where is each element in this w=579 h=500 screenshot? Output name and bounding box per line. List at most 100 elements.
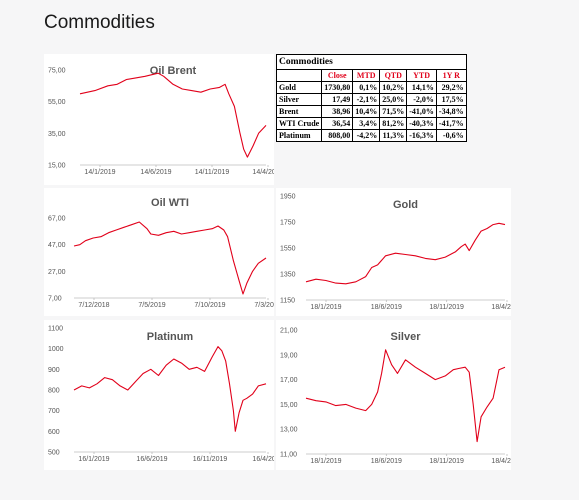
chart-silver: Silver 21,00 19,00 17,00 15,00 13,00 11,00 18/1… (276, 320, 511, 470)
silver-x-tick-label: 18/1/2019 (310, 458, 341, 465)
table-cell: 17,49 (321, 93, 354, 106)
oil-brent-chart-title: Oil Brent (150, 65, 197, 77)
oil-wti-svg: Oil WTI 67,00 47,00 27,00 7,00 7/12/2018 7/5/2… (48, 197, 274, 309)
table-cell: Platinum (275, 129, 323, 142)
table-cell: WTI Crude (275, 117, 323, 130)
table-row: Platinum 808,00 -4,2% 11,3% -16,3% -0,6% (275, 129, 467, 142)
table-cell: 71,5% (379, 105, 408, 118)
table-cell: 81,2% (379, 117, 408, 130)
table-header-cell (275, 69, 323, 82)
silver-x-tick-label: 18/4/2020 (491, 458, 511, 465)
silver-y-tick-label: 15,00 (280, 402, 298, 409)
platinum-x-tick-label: 16/11/2019 (193, 456, 228, 463)
gold-y-tick-label: 1350 (280, 272, 296, 279)
oil-wti-x-tick-label: 7/10/2019 (194, 302, 225, 309)
oil-wti-series-line (73, 221, 267, 295)
chart-platinum: Platinum 1100 1000 900 800 700 600 500 16/1/2019… (44, 320, 274, 470)
table-header-cell: YTD (406, 69, 437, 82)
gold-x-tick-label: 18/4/2020 (491, 304, 511, 311)
oil-brent-x-tick-label: 14/4/2020 (252, 169, 274, 176)
table-row: Brent 38,96 10,4% 71,5% -41,0% -34,8% (275, 105, 467, 118)
gold-x-tick-label: 18/1/2019 (310, 304, 341, 311)
silver-svg: Silver 21,00 19,00 17,00 15,00 13,00 11,00 18/1… (280, 328, 511, 466)
silver-y-tick-label: 21,00 (280, 328, 298, 335)
platinum-y-tick-label: 900 (48, 367, 60, 374)
oil-brent-y-tick-label: 55,00 (48, 99, 66, 106)
gold-y-tick-label: 1750 (280, 220, 296, 227)
page-title: Commodities (44, 12, 155, 33)
table-cell: 25,0% (379, 93, 408, 106)
table-cell: -4,2% (352, 129, 381, 142)
table-cell: -16,3% (406, 129, 437, 142)
oil-wti-chart-title: Oil WTI (151, 197, 189, 209)
table-cell: -40,3% (406, 117, 437, 130)
oil-brent-series-line (79, 72, 267, 158)
table-cell: 14,1% (406, 81, 437, 94)
silver-series-line (305, 349, 506, 443)
platinum-series-line (73, 346, 267, 432)
platinum-chart-title: Platinum (147, 331, 194, 343)
table-cell: -34,8% (435, 105, 467, 118)
table-cell: -2,1% (352, 93, 381, 106)
gold-series-line (305, 222, 506, 285)
platinum-x-tick-label: 16/1/2019 (78, 456, 109, 463)
gold-svg: Gold 1950 1750 1550 1350 1150 18/1/2019 18/6/20… (280, 194, 511, 312)
platinum-x-tick-label: 16/6/2019 (136, 456, 167, 463)
gold-x-tick-label: 18/11/2019 (429, 304, 464, 311)
silver-y-tick-label: 11,00 (280, 452, 297, 459)
chart-oil-brent: Oil Brent 75,00 55,00 35,00 15,00 14/1/2019 14… (44, 54, 274, 185)
table-cell: 10,4% (352, 105, 381, 118)
table-row: Gold 1730,80 0,1% 10,2% 14,1% 29,2% (275, 81, 467, 94)
oil-brent-x-tick-label: 14/11/2019 (195, 169, 230, 176)
gold-y-tick-label: 1950 (280, 194, 296, 201)
chart-oil-wti: Oil WTI 67,00 47,00 27,00 7,00 7/12/2018 7/5/2… (44, 188, 274, 316)
table-row: Silver 17,49 -2,1% 25,0% -2,0% 17,5% (275, 93, 467, 106)
platinum-y-tick-label: 1100 (48, 326, 63, 333)
oil-wti-y-tick-label: 27,00 (48, 269, 66, 276)
gold-chart-title: Gold (393, 199, 418, 211)
oil-wti-y-tick-label: 67,00 (48, 216, 66, 223)
table-cell: 808,00 (321, 129, 354, 142)
silver-x-tick-label: 18/6/2019 (371, 458, 402, 465)
table-cell: 11,3% (379, 129, 408, 142)
oil-brent-x-tick-label: 14/6/2019 (140, 169, 171, 176)
platinum-y-tick-label: 500 (48, 450, 60, 457)
oil-brent-x-tick-label: 14/1/2019 (84, 169, 115, 176)
table-cell: 10,2% (379, 81, 408, 94)
oil-wti-x-tick-label: 7/12/2018 (78, 302, 109, 309)
table-cell: 3,4% (352, 117, 381, 130)
silver-x-tick-label: 18/11/2019 (429, 458, 464, 465)
table-header-cell: QTD (379, 69, 408, 82)
gold-y-tick-label: 1550 (280, 246, 296, 253)
table-cell: 29,2% (435, 81, 467, 94)
platinum-svg: Platinum 1100 1000 900 800 700 600 500 16/1/2019… (48, 326, 274, 464)
table-cell: 36,54 (321, 117, 354, 130)
oil-wti-y-tick-label: 7,00 (48, 296, 62, 303)
table-cell: -2,0% (406, 93, 437, 106)
table-row: WTI Crude 36,54 3,4% 81,2% -40,3% -41,7% (275, 117, 467, 130)
table-cell: -0,6% (435, 129, 467, 142)
table-caption: Commodities (276, 54, 467, 70)
oil-brent-y-tick-label: 35,00 (48, 131, 66, 138)
platinum-y-tick-label: 600 (48, 429, 60, 436)
silver-y-tick-label: 19,00 (280, 352, 298, 359)
oil-brent-y-tick-label: 75,00 (48, 68, 66, 75)
platinum-y-tick-label: 800 (48, 388, 60, 395)
table-cell: 1730,80 (321, 81, 354, 94)
table-cell: -41,0% (406, 105, 437, 118)
table-cell: 38,96 (321, 105, 354, 118)
table-cell: 0,1% (352, 81, 381, 94)
commodities-table: Commodities Close MTD QTD YTD 1Y R Gold … (275, 54, 467, 142)
platinum-y-tick-label: 1000 (48, 346, 64, 353)
oil-wti-y-tick-label: 47,00 (48, 242, 66, 249)
oil-wti-x-tick-label: 7/5/2019 (138, 302, 165, 309)
platinum-x-tick-label: 16/4/2020 (252, 456, 274, 463)
oil-brent-y-tick-label: 15,00 (48, 163, 66, 170)
oil-wti-x-tick-label: 7/3/2020 (254, 302, 274, 309)
gold-x-tick-label: 18/6/2019 (371, 304, 402, 311)
table-cell: 17,5% (435, 93, 467, 106)
silver-y-tick-label: 17,00 (280, 377, 298, 384)
chart-gold: Gold 1950 1750 1550 1350 1150 18/1/2019 18/6/20… (276, 188, 511, 316)
oil-brent-svg: Oil Brent 75,00 55,00 35,00 15,00 14/1/2019 14… (48, 65, 274, 176)
table-cell: Gold (275, 81, 323, 94)
